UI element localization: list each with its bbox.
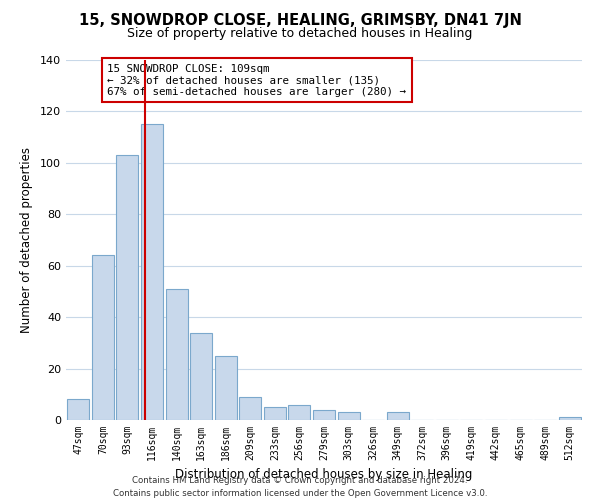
- Bar: [67, 400, 89, 420]
- Text: 15 SNOWDROP CLOSE: 109sqm
← 32% of detached houses are smaller (135)
67% of semi: 15 SNOWDROP CLOSE: 109sqm ← 32% of detac…: [107, 64, 406, 97]
- Bar: [386, 412, 409, 420]
- Bar: [141, 124, 163, 420]
- Bar: [338, 412, 359, 420]
- Bar: [190, 332, 212, 420]
- Bar: [239, 397, 262, 420]
- Bar: [559, 418, 581, 420]
- Bar: [289, 404, 310, 420]
- Text: Size of property relative to detached houses in Healing: Size of property relative to detached ho…: [127, 28, 473, 40]
- Text: Contains HM Land Registry data © Crown copyright and database right 2024.
Contai: Contains HM Land Registry data © Crown c…: [113, 476, 487, 498]
- Bar: [313, 410, 335, 420]
- Y-axis label: Number of detached properties: Number of detached properties: [20, 147, 33, 333]
- Bar: [92, 256, 114, 420]
- Bar: [215, 356, 237, 420]
- Bar: [166, 289, 188, 420]
- Bar: [264, 407, 286, 420]
- Bar: [116, 155, 139, 420]
- Text: 15, SNOWDROP CLOSE, HEALING, GRIMSBY, DN41 7JN: 15, SNOWDROP CLOSE, HEALING, GRIMSBY, DN…: [79, 12, 521, 28]
- X-axis label: Distribution of detached houses by size in Healing: Distribution of detached houses by size …: [175, 468, 473, 481]
